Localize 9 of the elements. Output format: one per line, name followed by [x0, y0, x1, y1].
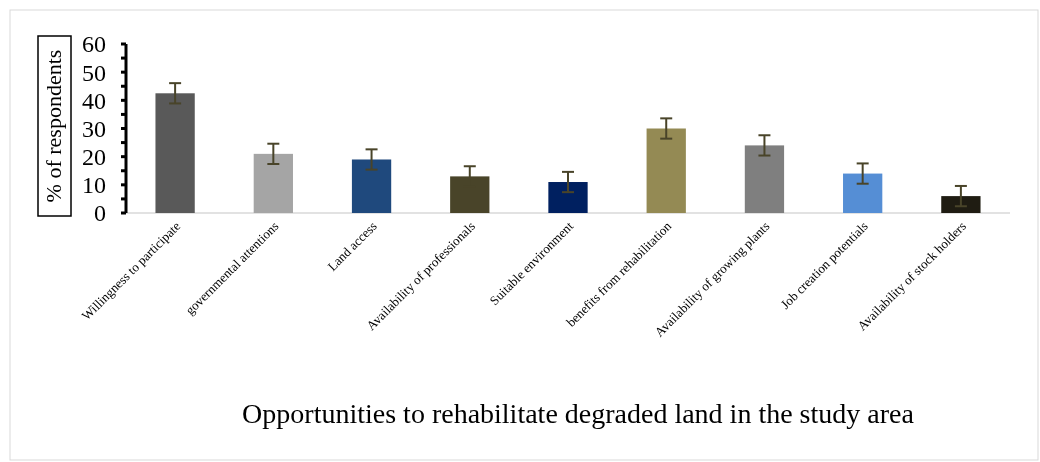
y-tick-label: 10: [82, 172, 106, 199]
y-tick-label: 40: [82, 87, 106, 114]
x-axis-title: Opportunities to rehabilitate degraded land in the study area: [242, 398, 915, 429]
y-tick-label: 0: [94, 200, 106, 227]
y-axis-title: % of respondents: [41, 49, 66, 203]
y-tick-label: 60: [82, 31, 106, 58]
y-tick-label: 20: [82, 144, 106, 171]
y-tick-label: 30: [82, 115, 106, 142]
y-tick-label: 50: [82, 59, 106, 86]
